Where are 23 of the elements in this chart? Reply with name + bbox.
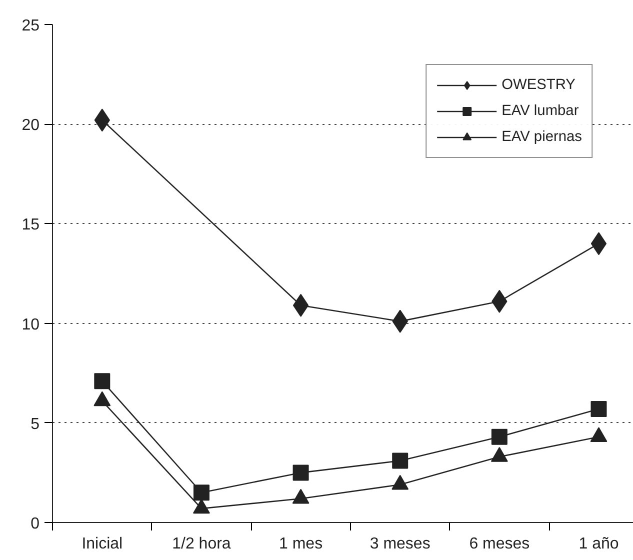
point (392, 452, 408, 469)
legend-label: OWESTRY (502, 77, 576, 93)
point (590, 400, 607, 417)
y-tick-label: 10 (22, 316, 40, 334)
x-tick-label: 1/2 hora (172, 536, 231, 552)
legend-label: EAV piernas (502, 129, 582, 145)
y-tick-label: 0 (30, 516, 40, 532)
legend-label: EAV lumbar (502, 103, 579, 119)
x-tick-label: 1 mes (279, 536, 323, 552)
point (292, 294, 309, 317)
y-tick-label: 5 (30, 416, 40, 433)
y-tick-label: 25 (22, 18, 40, 34)
point (193, 484, 210, 501)
point (590, 232, 607, 256)
point (292, 464, 309, 481)
x-tick-label: 1 año (578, 536, 619, 552)
x-tick-label: 6 meses (469, 536, 530, 552)
point (491, 428, 508, 445)
y-tick-label: 15 (22, 216, 40, 234)
x-tick-label: 3 meses (370, 536, 430, 552)
y-tick-label: 20 (22, 117, 40, 134)
point (94, 373, 110, 390)
x-tick-label: Inicial (82, 536, 123, 552)
